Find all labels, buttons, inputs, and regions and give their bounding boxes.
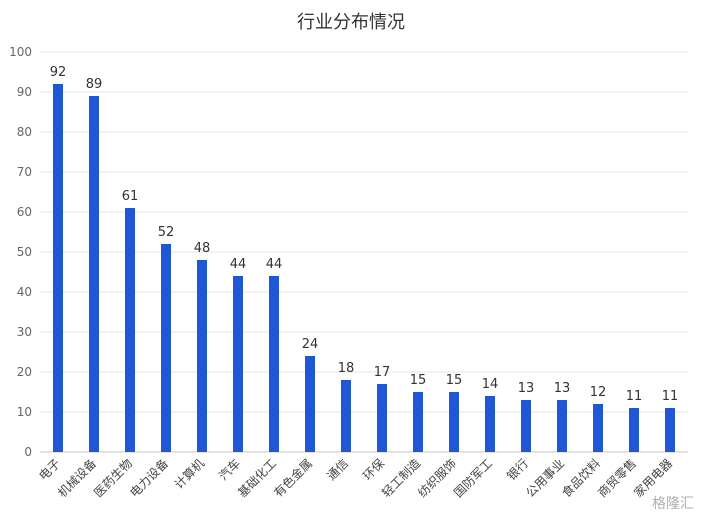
bar [485, 396, 495, 452]
y-tick-label: 0 [24, 445, 32, 459]
y-tick-label: 80 [17, 125, 32, 139]
bar [557, 400, 567, 452]
x-tick-label: 基础化工 [235, 456, 279, 500]
bar [593, 404, 603, 452]
x-tick-label: 汽车 [216, 456, 244, 484]
data-label: 92 [50, 65, 67, 80]
data-label: 11 [662, 389, 679, 404]
y-tick-label: 20 [17, 365, 32, 379]
bar [305, 356, 315, 452]
x-tick-label: 公用事业 [523, 456, 567, 500]
bar [629, 408, 639, 452]
data-label: 14 [482, 377, 499, 392]
x-tick-label: 通信 [324, 456, 351, 483]
x-tick-label: 有色金属 [271, 456, 316, 501]
data-label: 13 [518, 381, 535, 396]
x-tick-label: 计算机 [171, 456, 207, 492]
bar [665, 408, 675, 452]
bar [197, 260, 207, 452]
bar [125, 208, 135, 452]
x-tick-label: 银行 [504, 456, 531, 483]
y-tick-label: 30 [17, 325, 32, 339]
bar [449, 392, 459, 452]
y-tick-label: 50 [17, 245, 32, 259]
bar [53, 84, 63, 452]
chart-title: 行业分布情况 [297, 12, 405, 33]
bar [89, 96, 99, 452]
data-label: 17 [374, 365, 391, 380]
data-label: 24 [302, 337, 319, 352]
y-tick-label: 90 [17, 85, 32, 99]
data-label: 48 [194, 241, 211, 256]
data-label: 61 [122, 189, 139, 204]
x-tick-label: 食品饮料 [559, 456, 604, 501]
y-tick-label: 60 [17, 205, 32, 219]
x-tick-label: 商贸零售 [595, 456, 640, 501]
data-label: 44 [230, 257, 247, 272]
data-label: 18 [338, 361, 355, 376]
x-tick-label: 轻工制造 [379, 456, 423, 500]
data-label: 13 [554, 381, 571, 396]
data-label: 12 [590, 385, 607, 400]
data-label: 11 [626, 389, 643, 404]
data-label: 15 [446, 373, 463, 388]
x-tick-label: 环保 [360, 456, 387, 483]
x-tick-label: 国防军工 [451, 456, 496, 501]
bar [233, 276, 243, 452]
x-tick-label: 纺织服饰 [415, 456, 459, 500]
data-label: 15 [410, 373, 427, 388]
y-tick-label: 10 [17, 405, 32, 419]
watermark-text: 格隆汇 [652, 496, 694, 512]
x-tick-label: 电力设备 [127, 456, 171, 500]
bar [341, 380, 351, 452]
y-tick-label: 70 [17, 165, 32, 179]
bar [269, 276, 279, 452]
y-tick-label: 100 [9, 45, 32, 59]
data-label: 89 [86, 77, 103, 92]
x-tick-label: 机械设备 [55, 456, 100, 501]
y-tick-label: 40 [17, 285, 32, 299]
bar [413, 392, 423, 452]
data-label: 52 [158, 225, 175, 240]
x-tick-label: 电子 [36, 456, 63, 483]
bar [377, 384, 387, 452]
x-tick-label: 医药生物 [91, 456, 135, 500]
bar [161, 244, 171, 452]
data-label: 44 [266, 257, 283, 272]
bar [521, 400, 531, 452]
